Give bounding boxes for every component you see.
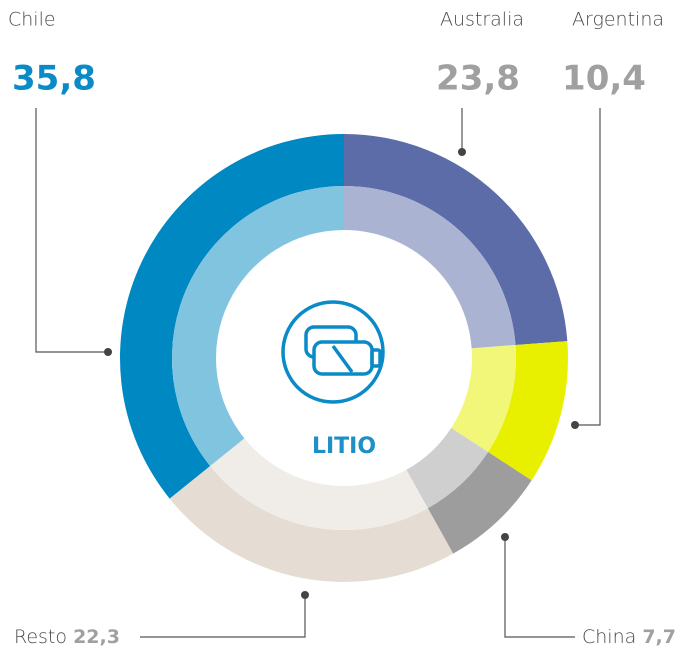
inner-segment: [210, 438, 428, 530]
leader-dot: [501, 533, 509, 541]
inner-segment: [451, 345, 516, 452]
value-label: 22,3: [73, 626, 120, 648]
leader-line: [504, 537, 575, 638]
outer-segment: [169, 465, 454, 583]
value-label: 7,7: [642, 626, 676, 648]
category-label: Resto 22,3: [14, 626, 120, 648]
inner-segment: [344, 186, 516, 349]
value-label: 35,8: [12, 59, 96, 99]
outer-segment: [427, 451, 532, 554]
leader-dot: [571, 421, 579, 429]
category-name: Resto: [14, 626, 67, 648]
category-name: Argentina: [572, 9, 664, 31]
category-name: China: [582, 626, 636, 648]
category-name: Australia: [440, 9, 524, 31]
outer-segment: [344, 134, 568, 346]
leader-dot: [458, 148, 466, 156]
center-label: LITIO: [312, 434, 376, 459]
value-label: 23,8: [436, 59, 520, 99]
category-name: Chile: [8, 9, 56, 31]
leader-line: [35, 108, 108, 353]
center-icon: [281, 300, 385, 404]
outer-segment: [488, 341, 568, 481]
leader-line: [575, 108, 601, 426]
donut: [119, 134, 568, 583]
category-label: China 7,7: [582, 626, 676, 648]
leader-line: [140, 595, 306, 638]
leader-dot: [301, 591, 309, 599]
inner-segment: [406, 427, 489, 509]
value-label: 10,4: [562, 59, 646, 99]
inner-segment: [172, 186, 344, 466]
leader-dot: [104, 348, 112, 356]
outer-segment: [119, 134, 345, 499]
